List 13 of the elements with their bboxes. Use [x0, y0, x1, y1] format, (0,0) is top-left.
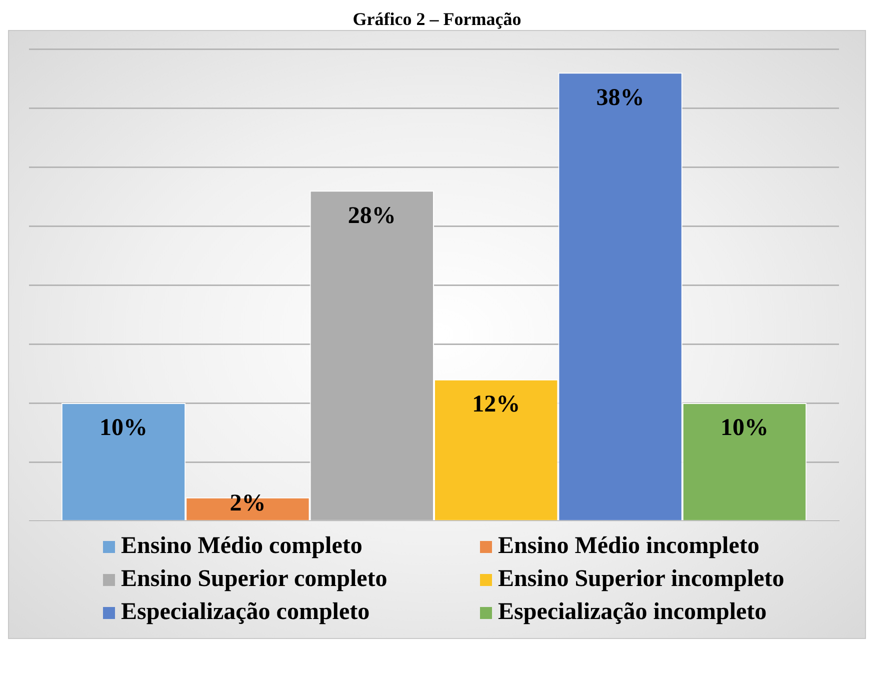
legend-label: Especialização incompleto — [498, 599, 767, 626]
legend-label: Ensino Superior completo — [121, 566, 388, 593]
legend-label: Ensino Médio completo — [121, 533, 362, 560]
chart-title: Gráfico 2 – Formação — [352, 8, 522, 30]
data-label: 38% — [596, 84, 644, 111]
data-label: 12% — [472, 392, 520, 418]
legend-label: Ensino Superior incompleto — [498, 566, 784, 593]
legend-label: Especialização completo — [121, 599, 370, 626]
data-label: 2% — [230, 490, 266, 516]
data-label: 28% — [348, 202, 396, 229]
data-label: 10% — [720, 415, 768, 442]
legend-label: Ensino Médio incompleto — [498, 533, 760, 560]
data-label: 10% — [100, 415, 148, 442]
